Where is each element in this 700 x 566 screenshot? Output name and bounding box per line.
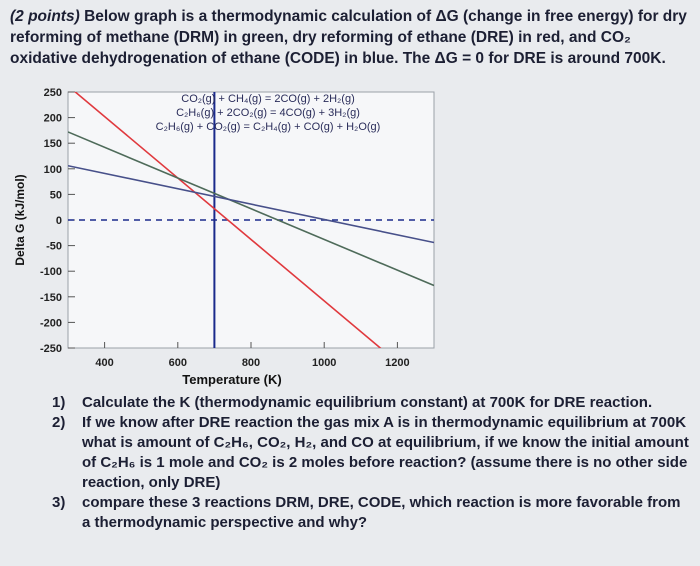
x-tick-label: 1200 [385, 357, 409, 369]
question-2: 2) If we know after DRE reaction the gas… [52, 413, 692, 493]
x-tick-label: 600 [169, 357, 187, 369]
x-tick-label: 800 [242, 357, 260, 369]
question-3: 3) compare these 3 reactions DRM, DRE, C… [52, 493, 692, 533]
y-tick-label: 50 [50, 189, 62, 201]
question-list: 1) Calculate the K (thermodynamic equili… [52, 393, 692, 533]
x-tick-label: 1000 [312, 357, 336, 369]
x-tick-label: 400 [95, 357, 113, 369]
y-tick-label: 0 [56, 215, 62, 227]
y-tick-label: -50 [46, 241, 62, 253]
question-text: Calculate the K (thermodynamic equilibri… [82, 394, 653, 411]
y-tick-label: -250 [40, 343, 62, 355]
chart-svg: 250 200 150 100 50 0 -50 -100 -150 -200 -250 400 600… [13, 87, 435, 387]
x-axis-label: Temperature (K) [182, 372, 281, 387]
series-line-2 [68, 131, 434, 287]
equation-label-3: C₂H₆(g) + CO₂(g) = C₂H₄(g) + CO(g) + H₂O… [156, 121, 381, 133]
question-text: If we know after DRE reaction the gas mi… [82, 414, 689, 491]
series-line-3 [68, 164, 434, 244]
equation-label-2: C₂H₆(g) + 2CO₂(g) = 4CO(g) + 3H₂(g) [176, 107, 360, 119]
series-line-1 [74, 92, 382, 348]
y-tick-label: 150 [44, 138, 62, 150]
y-tick-label: 100 [44, 164, 62, 176]
question-number: 1) [52, 394, 66, 411]
intro-text: Below graph is a thermodynamic calculati… [10, 8, 687, 67]
equation-label-1: CO₂(g) + CH₄(g) = 2CO(g) + 2H₂(g) [181, 93, 354, 105]
y-tick-label: -150 [40, 292, 62, 304]
question-number: 3) [52, 494, 66, 511]
intro-paragraph: (2 points) Below graph is a thermodynami… [10, 6, 690, 69]
question-number: 2) [52, 414, 66, 431]
y-axis-label: Delta G (kJ/mol) [13, 174, 27, 265]
y-tick-label: 200 [44, 113, 62, 125]
question-1: 1) Calculate the K (thermodynamic equili… [52, 393, 692, 413]
chart: 250 200 150 100 50 0 -50 -100 -150 -200 -250 400 600… [0, 82, 700, 392]
y-tick-label: -200 [40, 317, 62, 329]
question-text: compare these 3 reactions DRM, DRE, CODE… [82, 494, 681, 531]
points-label: (2 points) [10, 8, 80, 25]
y-tick-label: -100 [40, 266, 62, 278]
y-tick-label: 250 [44, 87, 62, 99]
